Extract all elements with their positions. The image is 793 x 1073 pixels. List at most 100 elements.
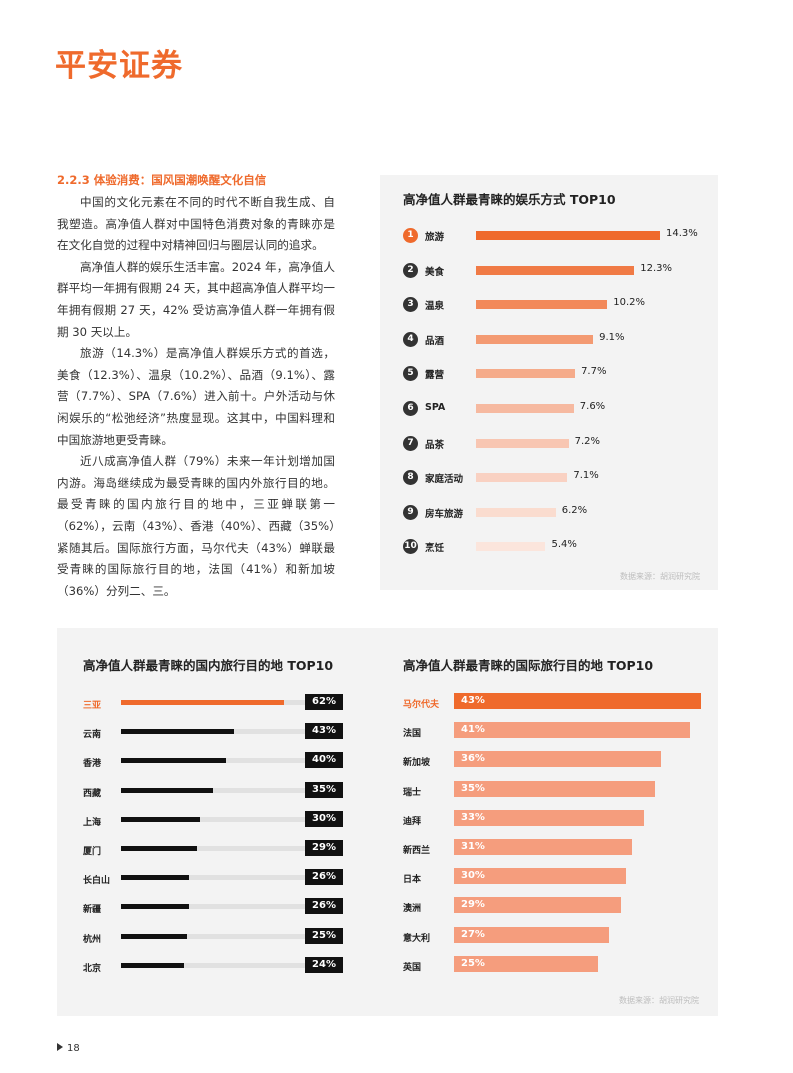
domestic-row: 三亚 62% [83, 694, 345, 714]
bar: 36% [454, 751, 661, 768]
category-label: 英国 [403, 962, 422, 973]
domestic-row: 厦门 29% [83, 840, 345, 860]
bar-track [121, 816, 305, 822]
value-label: 43% [461, 695, 485, 706]
bar: 30% [454, 868, 627, 885]
bar [476, 473, 568, 483]
category-label: 日本 [403, 875, 422, 886]
bar [121, 962, 185, 968]
rank-badge: 3 [403, 297, 418, 313]
value-label: 31% [461, 841, 485, 852]
entertainment-chart-title: 高净值人群最青睐的娱乐方式 TOP10 [403, 192, 616, 207]
bar [121, 729, 235, 735]
entertainment-row: 3 温泉 10.2% [403, 296, 713, 316]
category-label: 厦门 [83, 847, 102, 857]
value-label: 25% [305, 927, 343, 944]
rank-badge: 9 [403, 504, 418, 520]
rank-badge: 4 [403, 331, 418, 347]
bar [121, 875, 190, 881]
bar: 35% [454, 780, 656, 797]
category-label: 意大利 [403, 933, 431, 944]
bar [476, 300, 608, 310]
bar: 33% [454, 809, 644, 826]
international-row: 澳洲 29% [403, 897, 703, 917]
category-label: 澳洲 [403, 904, 422, 915]
value-label: 35% [461, 782, 485, 794]
category-label: 家庭活动 [425, 474, 464, 486]
entertainment-row: 8 家庭活动 7.1% [403, 469, 713, 489]
bar-track [121, 700, 305, 705]
value-label: 10.2% [613, 297, 646, 309]
category-label: 香港 [83, 759, 102, 770]
entertainment-row: 4 品酒 9.1% [403, 331, 713, 351]
value-label: 30% [305, 810, 343, 827]
bar [121, 700, 284, 705]
domestic-row: 新疆 26% [83, 898, 345, 918]
bar [121, 816, 200, 822]
domestic-row: 长白山 26% [83, 869, 345, 889]
bar-track [121, 933, 305, 939]
brand-logo: 平安证券 [55, 48, 183, 84]
category-label: 法国 [403, 729, 422, 740]
entertainment-row: 10 烹饪 5.4% [403, 538, 713, 558]
section-title: 2.2.3 体验消费：国风国潮唤醒文化自信 [57, 173, 267, 187]
bar: 29% [454, 897, 621, 914]
domestic-row: 上海 30% [83, 810, 345, 831]
international-row: 日本 30% [403, 868, 703, 888]
bar [476, 438, 569, 448]
bar: 31% [454, 839, 633, 855]
triangle-icon [57, 1043, 63, 1051]
value-label: 43% [305, 723, 343, 740]
value-label: 35% [305, 781, 343, 798]
rank-badge: 2 [403, 262, 418, 278]
bar-track [121, 904, 305, 910]
category-label: 烹饪 [425, 543, 445, 555]
entertainment-row: 9 房车旅游 6.2% [403, 504, 713, 524]
bar [476, 369, 576, 379]
bar [121, 787, 213, 793]
category-label: 新疆 [83, 905, 102, 916]
category-label: 品茶 [425, 439, 445, 451]
rank-badge: 10 [403, 539, 418, 555]
international-row: 新西兰 31% [403, 839, 703, 859]
value-label: 12.3% [640, 262, 673, 274]
value-label: 33% [461, 811, 485, 823]
domestic-row: 香港 40% [83, 752, 345, 772]
value-label: 9.1% [599, 331, 625, 343]
international-row: 英国 25% [403, 955, 703, 976]
bar: 41% [454, 722, 690, 739]
category-label: 三亚 [83, 701, 102, 711]
value-label: 40% [305, 752, 343, 769]
category-label: 西藏 [83, 788, 102, 799]
category-label: 迪拜 [403, 816, 422, 827]
category-label: 马尔代夫 [403, 700, 440, 710]
international-row: 意大利 27% [403, 926, 703, 947]
international-row: 马尔代夫 43% [403, 693, 703, 713]
domestic-chart-title: 高净值人群最青睐的国内旅行目的地 TOP10 [83, 658, 334, 673]
bar [121, 904, 190, 910]
rank-badge: 1 [403, 228, 418, 243]
bar [121, 846, 198, 851]
bar [476, 334, 594, 344]
value-label: 62% [305, 694, 343, 710]
category-label: 瑞士 [403, 787, 422, 798]
page-number: 18 [57, 1043, 80, 1054]
category-label: 美食 [425, 266, 445, 278]
entertainment-row: 5 露营 7.7% [403, 365, 713, 385]
domestic-row: 西藏 35% [83, 781, 345, 802]
page-number-text: 18 [67, 1043, 80, 1054]
rank-badge: 8 [403, 470, 418, 486]
value-label: 41% [461, 724, 485, 736]
paragraph: 高净值人群的娱乐生活丰富。2024 年，高净值人群平均一年拥有假期 24 天，其… [57, 259, 335, 339]
body-text: 中国的文化元素在不同的时代不断自我生成、自我塑造。高净值人群对中国特色消费对象的… [57, 192, 335, 602]
value-label: 24% [305, 956, 343, 973]
entertainment-row: 1 旅游 14.3% [403, 227, 713, 247]
destination-charts-panel: 高净值人群最青睐的国内旅行目的地 TOP10 高净值人群最青睐的国际旅行目的地 … [57, 628, 718, 1016]
category-label: 北京 [83, 963, 102, 974]
value-label: 29% [305, 840, 343, 856]
category-label: 房车旅游 [425, 508, 464, 520]
bar: 43% [454, 693, 701, 709]
value-label: 7.7% [581, 366, 607, 378]
paragraph: 中国的文化元素在不同的时代不断自我生成、自我塑造。高净值人群对中国特色消费对象的… [57, 195, 335, 253]
value-label: 36% [461, 753, 485, 765]
